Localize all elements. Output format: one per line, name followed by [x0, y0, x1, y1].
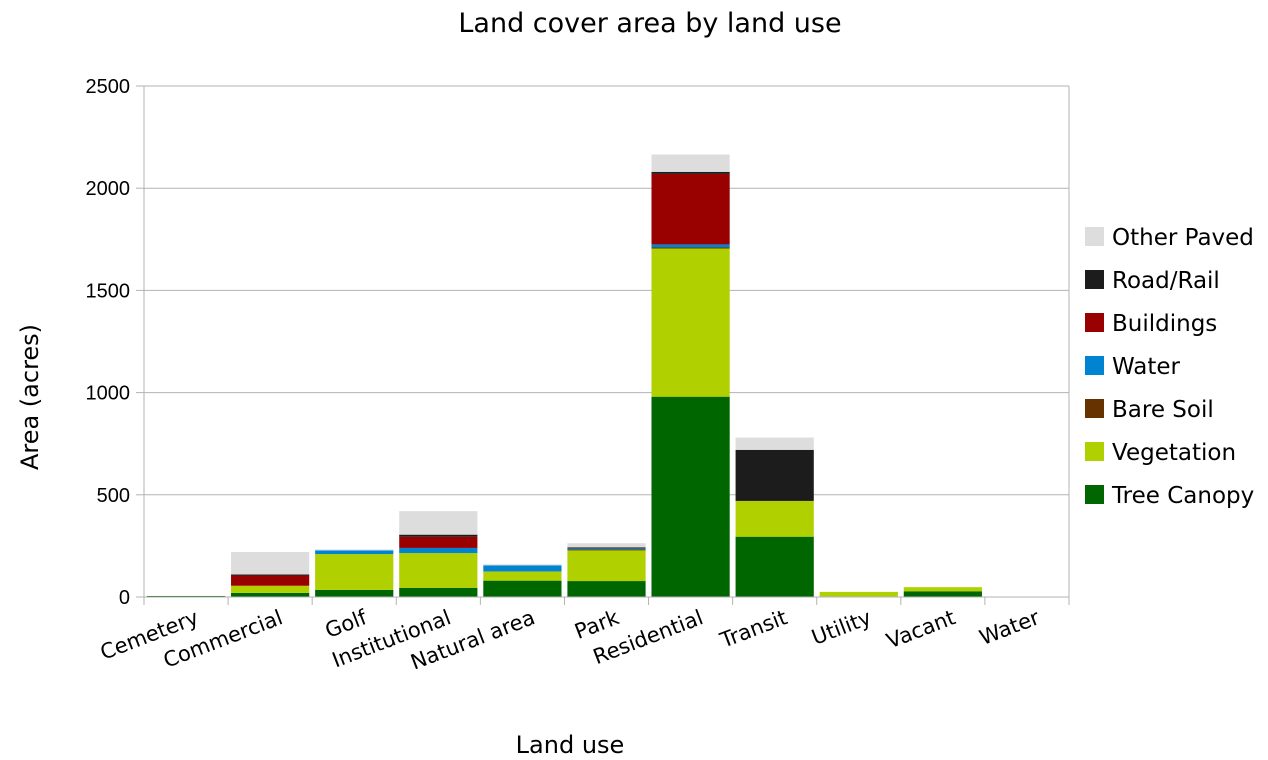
- y-axis-title: Area (acres): [16, 324, 44, 470]
- bar-segment-other-paved-institutional: [399, 511, 478, 535]
- bar-segment-vegetation-institutional: [399, 553, 478, 588]
- bar-segment-water-institutional: [399, 547, 478, 554]
- legend-label: Road/Rail: [1112, 268, 1220, 294]
- x-axis-title: Land use: [516, 731, 625, 759]
- bars: [146, 154, 1067, 598]
- bar-segment-vegetation-utility: [819, 591, 898, 597]
- bar-segment-road-rail-institutional: [399, 534, 478, 537]
- legend-swatch: [1085, 485, 1104, 504]
- bar-segment-buildings-commercial: [231, 575, 310, 586]
- bar-segment-tree-canopy-park: [567, 581, 646, 597]
- bar-segment-tree-canopy-natural-area: [483, 580, 562, 597]
- bar-segment-tree-canopy-transit: [735, 536, 814, 597]
- gridlines: [144, 85, 1069, 598]
- bar-segment-tree-canopy-commercial: [231, 592, 310, 597]
- y-tick-label: 500: [97, 485, 130, 507]
- legend-swatch: [1085, 227, 1104, 246]
- bar-segment-water-residential: [651, 244, 730, 248]
- bar-segment-other-paved-golf: [315, 549, 394, 551]
- bar-segment-water-golf: [315, 550, 394, 555]
- bar-segment-road-rail-transit: [735, 449, 814, 501]
- bar-segment-buildings-institutional: [399, 536, 478, 548]
- y-tick-label: 1000: [86, 383, 131, 405]
- legend-swatch: [1085, 356, 1104, 375]
- x-tick-label: Transit: [716, 605, 790, 653]
- bar-segment-vegetation-residential: [651, 248, 730, 397]
- chart-title: Land cover area by land use: [458, 8, 841, 39]
- bar-segment-water-natural-area: [483, 565, 562, 572]
- bar-segment-road-rail-park: [567, 547, 646, 549]
- legend-swatch: [1085, 442, 1104, 461]
- bar-segment-other-paved-commercial: [231, 552, 310, 575]
- bar-segment-road-rail-residential: [651, 171, 730, 174]
- bar-segment-bare-soil-park: [567, 549, 646, 551]
- bar-segment-tree-canopy-cemetery: [146, 595, 226, 597]
- y-tick-label: 1500: [86, 280, 131, 302]
- bar-segment-other-paved-residential: [651, 154, 730, 172]
- bar-segment-vegetation-transit: [735, 500, 814, 537]
- legend-label: Buildings: [1112, 311, 1217, 337]
- legend-swatch: [1085, 270, 1104, 289]
- legend-swatch: [1085, 313, 1104, 332]
- bar-segment-bare-soil-residential: [651, 247, 730, 249]
- legend-label: Vegetation: [1112, 440, 1236, 466]
- bar-segment-tree-canopy-vacant: [903, 591, 982, 597]
- bar-segment-vegetation-park: [567, 550, 646, 582]
- bar-segment-vegetation-natural-area: [483, 571, 562, 581]
- y-tick-label: 2000: [86, 178, 131, 200]
- bar-segment-vegetation-golf: [315, 554, 394, 590]
- bar-segment-vegetation-commercial: [231, 585, 310, 593]
- bar-segment-tree-canopy-golf: [315, 589, 394, 597]
- bar-segment-vegetation-vacant: [903, 587, 982, 592]
- x-tick-label: Vacant: [883, 605, 958, 653]
- y-tick-label: 0: [119, 587, 130, 609]
- bar-segment-other-paved-transit: [735, 437, 814, 450]
- legend: Other Paved Road/Rail Buildings Water Bare S…: [1085, 225, 1254, 509]
- bar-segment-tree-canopy-institutional: [399, 587, 478, 597]
- x-tick-label: Utility: [808, 605, 874, 650]
- legend-label: Water: [1112, 354, 1181, 380]
- bar-segment-other-paved-park: [567, 543, 646, 548]
- legend-label: Bare Soil: [1112, 397, 1214, 423]
- y-tick-label: 2500: [86, 76, 131, 98]
- bar-segment-water-park: [567, 548, 646, 550]
- bar-segment-buildings-residential: [651, 173, 730, 245]
- legend-label: Tree Canopy: [1111, 483, 1254, 509]
- bar-segment-other-paved-natural-area: [483, 564, 562, 566]
- legend-swatch: [1085, 399, 1104, 418]
- legend-label: Other Paved: [1112, 225, 1254, 251]
- bar-segment-road-rail-commercial: [231, 574, 310, 576]
- x-tick-label: Water: [976, 605, 1043, 650]
- bar-segment-tree-canopy-residential: [651, 396, 730, 597]
